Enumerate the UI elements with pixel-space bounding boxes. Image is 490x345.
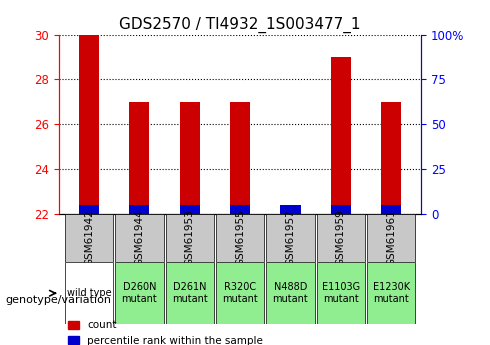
Bar xyxy=(331,57,351,214)
FancyBboxPatch shape xyxy=(266,214,315,262)
FancyBboxPatch shape xyxy=(367,214,416,262)
FancyBboxPatch shape xyxy=(317,214,365,262)
Text: N488D
mutant: N488D mutant xyxy=(272,283,308,304)
Bar xyxy=(230,205,250,214)
Text: wild type: wild type xyxy=(67,288,111,298)
Bar xyxy=(79,205,99,214)
Text: E1103G
mutant: E1103G mutant xyxy=(322,283,360,304)
Bar xyxy=(331,205,351,214)
FancyBboxPatch shape xyxy=(317,262,365,324)
Legend: count, percentile rank within the sample: count, percentile rank within the sample xyxy=(64,316,267,345)
Text: R320C
mutant: R320C mutant xyxy=(222,283,258,304)
Text: GSM61944: GSM61944 xyxy=(134,210,145,266)
Bar xyxy=(180,205,200,214)
Bar xyxy=(180,102,200,214)
FancyBboxPatch shape xyxy=(166,214,214,262)
Text: GSM61955: GSM61955 xyxy=(235,210,245,266)
Text: E1230K
mutant: E1230K mutant xyxy=(372,283,410,304)
Text: GSM61953: GSM61953 xyxy=(185,210,195,266)
FancyBboxPatch shape xyxy=(216,262,264,324)
FancyBboxPatch shape xyxy=(367,262,416,324)
Bar xyxy=(230,102,250,214)
FancyBboxPatch shape xyxy=(166,262,214,324)
FancyBboxPatch shape xyxy=(65,214,113,262)
Text: GSM61957: GSM61957 xyxy=(286,210,295,266)
FancyBboxPatch shape xyxy=(266,262,315,324)
Text: genotype/variation: genotype/variation xyxy=(5,295,111,305)
Text: GSM61942: GSM61942 xyxy=(84,210,94,266)
Bar xyxy=(381,205,401,214)
FancyBboxPatch shape xyxy=(216,214,264,262)
FancyBboxPatch shape xyxy=(65,262,113,324)
Title: GDS2570 / TI4932_1S003477_1: GDS2570 / TI4932_1S003477_1 xyxy=(120,17,361,33)
Bar xyxy=(381,102,401,214)
Text: GSM61961: GSM61961 xyxy=(386,210,396,266)
Bar xyxy=(129,205,149,214)
Bar xyxy=(280,205,300,214)
Text: D260N
mutant: D260N mutant xyxy=(122,283,157,304)
Text: D261N
mutant: D261N mutant xyxy=(172,283,208,304)
FancyBboxPatch shape xyxy=(115,262,164,324)
Text: GSM61959: GSM61959 xyxy=(336,210,346,266)
Bar xyxy=(79,34,99,214)
Bar xyxy=(129,102,149,214)
FancyBboxPatch shape xyxy=(115,214,164,262)
